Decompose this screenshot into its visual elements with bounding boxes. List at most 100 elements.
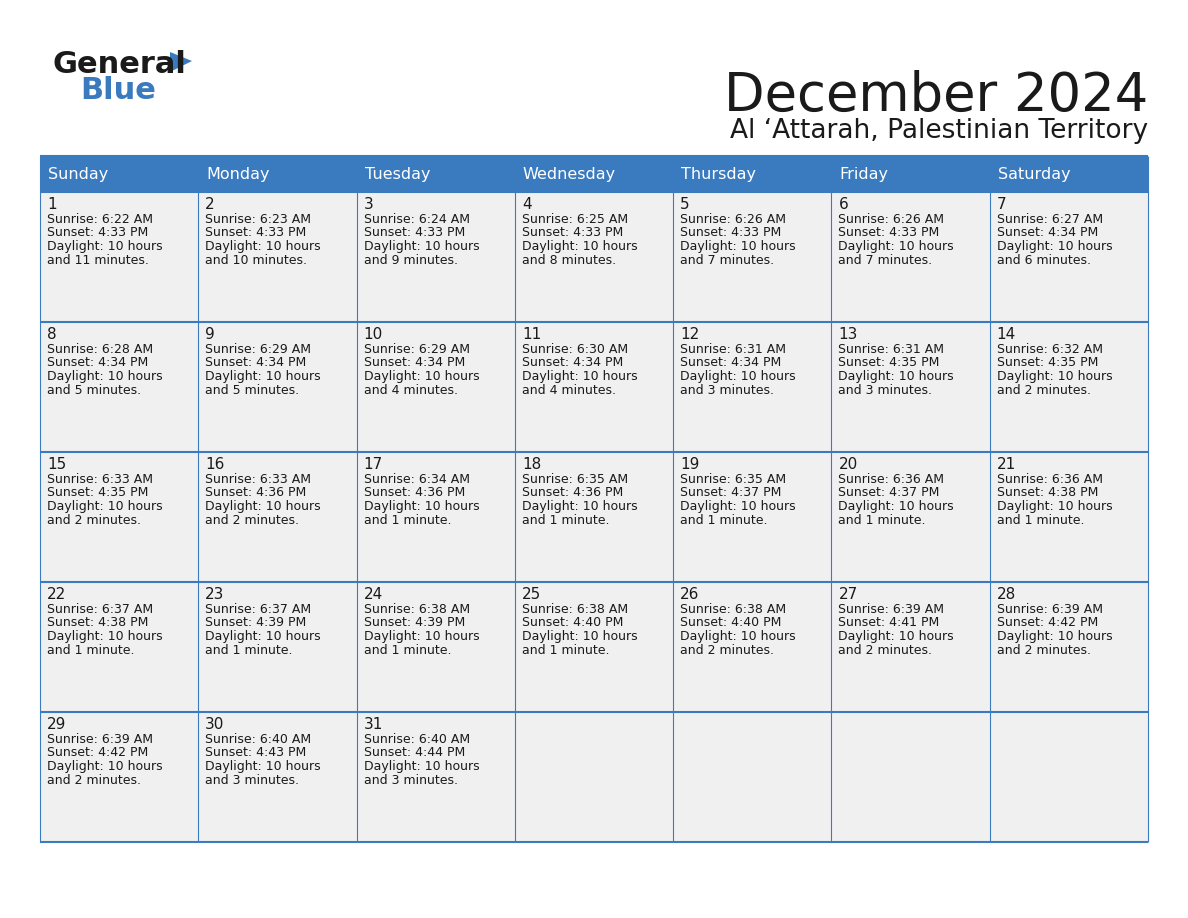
- Bar: [40, 582, 198, 712]
- Text: Sunset: 4:34 PM: Sunset: 4:34 PM: [48, 356, 148, 370]
- Bar: [198, 156, 356, 192]
- Bar: [832, 192, 990, 322]
- Text: Sunset: 4:34 PM: Sunset: 4:34 PM: [997, 227, 1098, 240]
- Text: Sunset: 4:44 PM: Sunset: 4:44 PM: [364, 746, 465, 759]
- Text: Daylight: 10 hours: Daylight: 10 hours: [522, 630, 638, 643]
- Text: Monday: Monday: [207, 166, 270, 182]
- Text: Daylight: 10 hours: Daylight: 10 hours: [681, 370, 796, 383]
- Text: Tuesday: Tuesday: [365, 166, 430, 182]
- Text: Sunrise: 6:26 AM: Sunrise: 6:26 AM: [681, 213, 786, 226]
- Bar: [40, 192, 198, 322]
- Text: Daylight: 10 hours: Daylight: 10 hours: [839, 630, 954, 643]
- Bar: [832, 452, 990, 582]
- Text: 23: 23: [206, 587, 225, 602]
- Text: and 2 minutes.: and 2 minutes.: [839, 644, 933, 656]
- Text: Daylight: 10 hours: Daylight: 10 hours: [364, 630, 479, 643]
- Text: and 2 minutes.: and 2 minutes.: [997, 644, 1091, 656]
- Bar: [832, 582, 990, 712]
- Text: Daylight: 10 hours: Daylight: 10 hours: [681, 630, 796, 643]
- Text: 11: 11: [522, 327, 541, 342]
- Bar: [990, 582, 1148, 712]
- Text: Sunset: 4:33 PM: Sunset: 4:33 PM: [364, 227, 465, 240]
- Text: Daylight: 10 hours: Daylight: 10 hours: [206, 760, 321, 773]
- Text: Sunset: 4:36 PM: Sunset: 4:36 PM: [522, 487, 624, 499]
- Text: Daylight: 10 hours: Daylight: 10 hours: [839, 500, 954, 513]
- Text: Daylight: 10 hours: Daylight: 10 hours: [364, 760, 479, 773]
- Text: Daylight: 10 hours: Daylight: 10 hours: [681, 500, 796, 513]
- Text: Daylight: 10 hours: Daylight: 10 hours: [48, 240, 163, 253]
- Text: Daylight: 10 hours: Daylight: 10 hours: [206, 500, 321, 513]
- Text: Sunset: 4:39 PM: Sunset: 4:39 PM: [206, 617, 307, 630]
- Text: and 5 minutes.: and 5 minutes.: [206, 384, 299, 397]
- Text: Saturday: Saturday: [998, 166, 1070, 182]
- Text: and 3 minutes.: and 3 minutes.: [839, 384, 933, 397]
- Text: Sunrise: 6:33 AM: Sunrise: 6:33 AM: [206, 473, 311, 486]
- Text: Sunset: 4:37 PM: Sunset: 4:37 PM: [839, 487, 940, 499]
- Text: Daylight: 10 hours: Daylight: 10 hours: [522, 500, 638, 513]
- Text: Sunrise: 6:28 AM: Sunrise: 6:28 AM: [48, 343, 153, 356]
- Bar: [514, 322, 674, 452]
- Text: and 2 minutes.: and 2 minutes.: [48, 513, 141, 527]
- Text: Thursday: Thursday: [681, 166, 756, 182]
- Text: and 1 minute.: and 1 minute.: [364, 644, 451, 656]
- Text: Sunset: 4:38 PM: Sunset: 4:38 PM: [48, 617, 148, 630]
- Text: 16: 16: [206, 457, 225, 472]
- Text: Sunrise: 6:25 AM: Sunrise: 6:25 AM: [522, 213, 628, 226]
- Bar: [198, 192, 356, 322]
- Text: and 1 minute.: and 1 minute.: [48, 644, 134, 656]
- Text: Sunrise: 6:31 AM: Sunrise: 6:31 AM: [681, 343, 786, 356]
- Bar: [674, 582, 832, 712]
- Text: 7: 7: [997, 197, 1006, 212]
- Text: Sunset: 4:35 PM: Sunset: 4:35 PM: [48, 487, 148, 499]
- Bar: [990, 322, 1148, 452]
- Text: Al ‘Attarah, Palestinian Territory: Al ‘Attarah, Palestinian Territory: [729, 118, 1148, 144]
- Text: Friday: Friday: [840, 166, 889, 182]
- Text: Daylight: 10 hours: Daylight: 10 hours: [48, 500, 163, 513]
- Text: Sunset: 4:39 PM: Sunset: 4:39 PM: [364, 617, 465, 630]
- Bar: [990, 452, 1148, 582]
- Polygon shape: [170, 52, 192, 72]
- Text: Sunset: 4:33 PM: Sunset: 4:33 PM: [839, 227, 940, 240]
- Bar: [198, 582, 356, 712]
- Text: Sunrise: 6:38 AM: Sunrise: 6:38 AM: [364, 603, 469, 616]
- Text: Sunset: 4:34 PM: Sunset: 4:34 PM: [364, 356, 465, 370]
- Text: Sunset: 4:37 PM: Sunset: 4:37 PM: [681, 487, 782, 499]
- Text: Sunrise: 6:34 AM: Sunrise: 6:34 AM: [364, 473, 469, 486]
- Text: Sunset: 4:33 PM: Sunset: 4:33 PM: [206, 227, 307, 240]
- Text: 22: 22: [48, 587, 67, 602]
- Bar: [674, 712, 832, 842]
- Text: Sunrise: 6:33 AM: Sunrise: 6:33 AM: [48, 473, 153, 486]
- Text: Sunset: 4:42 PM: Sunset: 4:42 PM: [997, 617, 1098, 630]
- Bar: [832, 322, 990, 452]
- Text: and 3 minutes.: and 3 minutes.: [206, 774, 299, 787]
- Text: Sunrise: 6:36 AM: Sunrise: 6:36 AM: [839, 473, 944, 486]
- Text: Daylight: 10 hours: Daylight: 10 hours: [681, 240, 796, 253]
- Text: 3: 3: [364, 197, 373, 212]
- Text: 4: 4: [522, 197, 531, 212]
- Text: Sunrise: 6:35 AM: Sunrise: 6:35 AM: [681, 473, 786, 486]
- Text: and 10 minutes.: and 10 minutes.: [206, 253, 308, 266]
- Text: and 2 minutes.: and 2 minutes.: [997, 384, 1091, 397]
- Text: and 2 minutes.: and 2 minutes.: [681, 644, 775, 656]
- Text: 14: 14: [997, 327, 1016, 342]
- Text: Sunrise: 6:37 AM: Sunrise: 6:37 AM: [206, 603, 311, 616]
- Text: Daylight: 10 hours: Daylight: 10 hours: [839, 240, 954, 253]
- Text: 9: 9: [206, 327, 215, 342]
- Text: 18: 18: [522, 457, 541, 472]
- Text: and 1 minute.: and 1 minute.: [681, 513, 767, 527]
- Text: 1: 1: [48, 197, 57, 212]
- Text: and 4 minutes.: and 4 minutes.: [364, 384, 457, 397]
- Bar: [356, 712, 514, 842]
- Text: Sunset: 4:35 PM: Sunset: 4:35 PM: [997, 356, 1098, 370]
- Text: Daylight: 10 hours: Daylight: 10 hours: [839, 370, 954, 383]
- Text: Sunset: 4:33 PM: Sunset: 4:33 PM: [681, 227, 782, 240]
- Text: 30: 30: [206, 717, 225, 732]
- Text: Wednesday: Wednesday: [523, 166, 617, 182]
- Text: 26: 26: [681, 587, 700, 602]
- Text: Daylight: 10 hours: Daylight: 10 hours: [48, 630, 163, 643]
- Bar: [198, 322, 356, 452]
- Text: Sunrise: 6:38 AM: Sunrise: 6:38 AM: [681, 603, 786, 616]
- Text: Sunrise: 6:39 AM: Sunrise: 6:39 AM: [839, 603, 944, 616]
- Text: 13: 13: [839, 327, 858, 342]
- Text: 8: 8: [48, 327, 57, 342]
